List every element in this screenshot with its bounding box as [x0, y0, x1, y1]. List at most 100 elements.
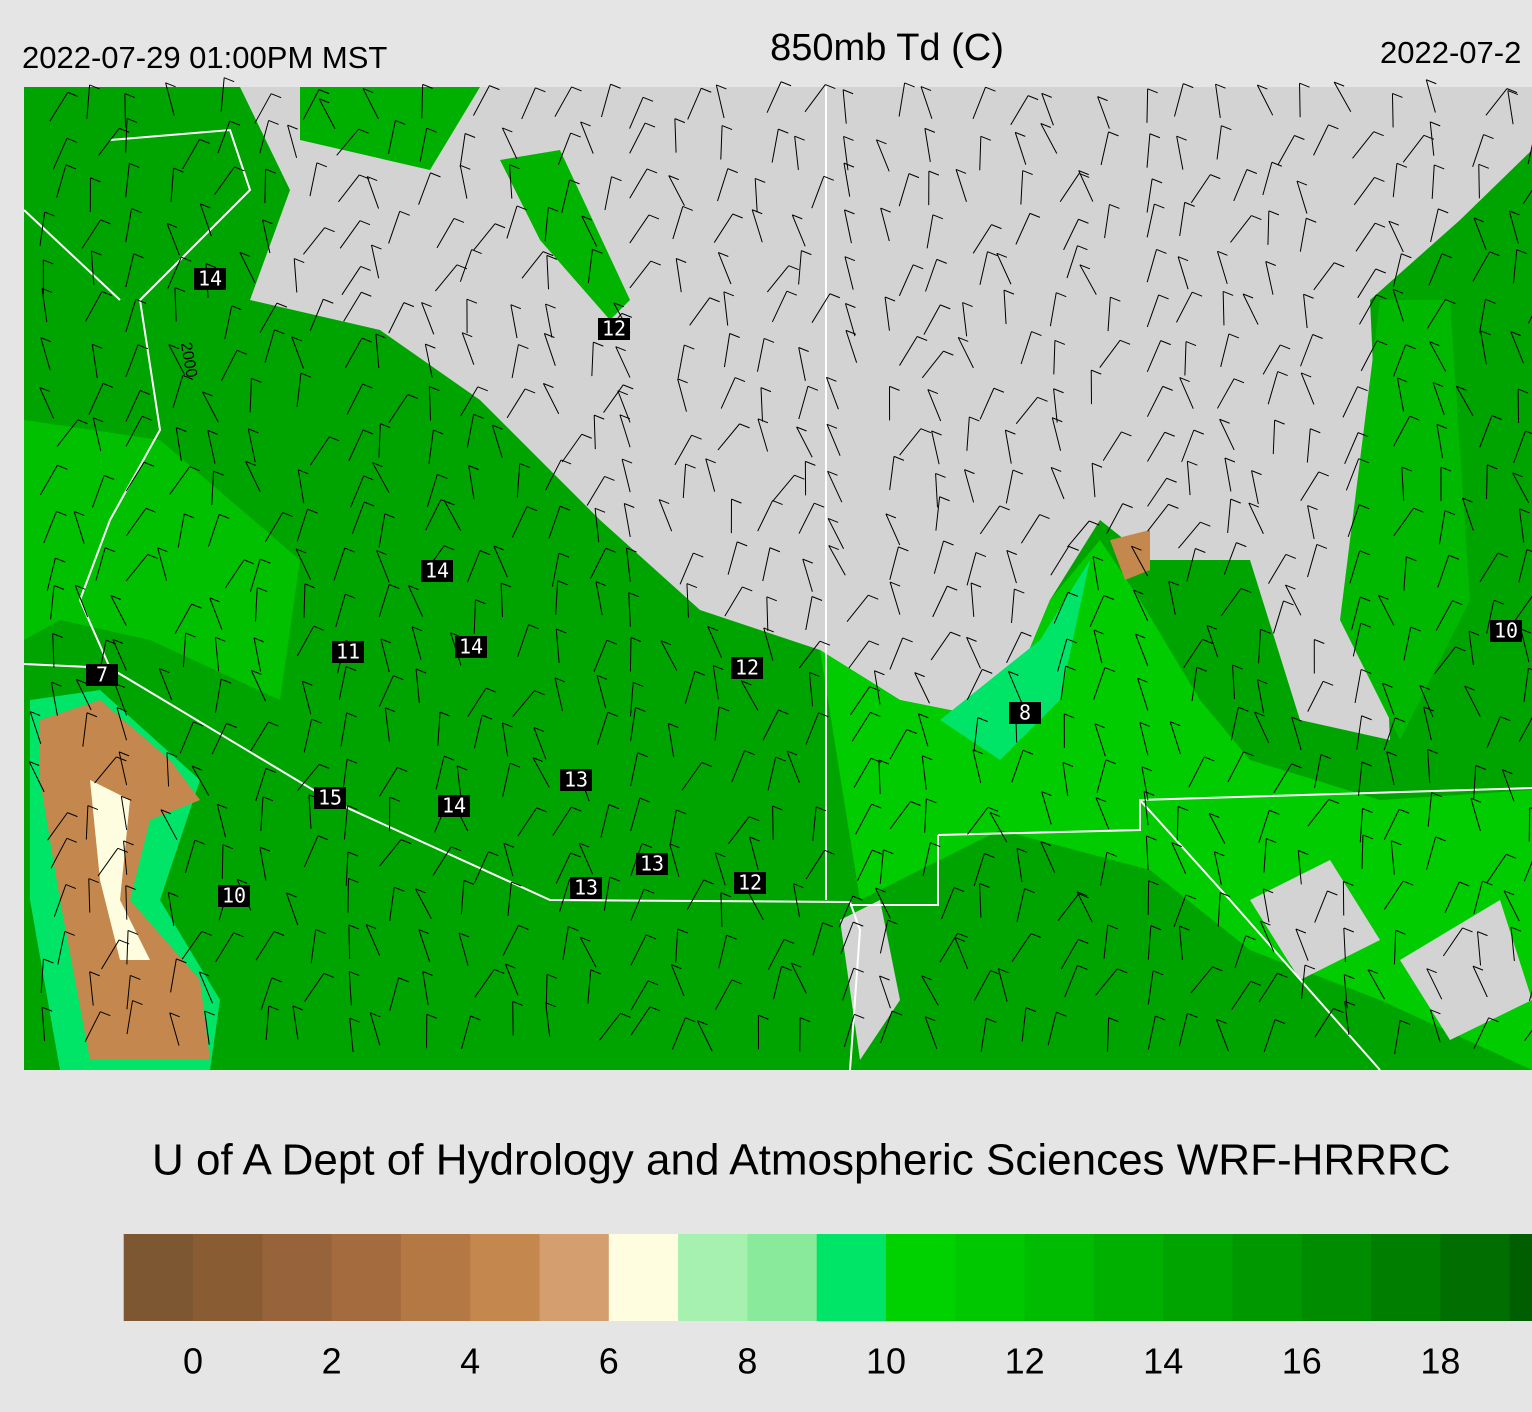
- wind-barb: [259, 120, 270, 154]
- wind-barb: [1355, 222, 1376, 252]
- wind-barb: [1104, 667, 1116, 673]
- wind-barb: [282, 512, 293, 518]
- wind-barb: [542, 383, 560, 415]
- wind-barb: [407, 585, 424, 617]
- wind-barb: [898, 264, 914, 297]
- wind-barb: [1452, 600, 1463, 606]
- wind-barb: [370, 244, 380, 279]
- wind-barb: [889, 385, 900, 391]
- wind-barb: [1145, 835, 1149, 870]
- wind-barb: [1360, 340, 1378, 372]
- wind-barb: [973, 853, 985, 887]
- wind-barb: [827, 471, 843, 503]
- wind-barb: [642, 96, 654, 102]
- wind-barb: [548, 206, 559, 212]
- wind-barb: [219, 513, 230, 519]
- wind-barb: [658, 499, 673, 532]
- wind-barb: [500, 582, 512, 588]
- wind-barb: [1393, 344, 1407, 377]
- wind-barb: [384, 513, 395, 519]
- wind-barb: [1436, 424, 1444, 458]
- wind-barb: [962, 302, 973, 308]
- wind-barb: [1262, 162, 1273, 196]
- wind-barb: [1169, 721, 1181, 727]
- wind-barb: [1303, 293, 1314, 299]
- wind-barb: [505, 963, 516, 969]
- wind-barb: [1473, 1017, 1490, 1049]
- wind-barb: [1266, 838, 1277, 844]
- wind-barb: [829, 293, 841, 299]
- wind-barb: [362, 383, 373, 389]
- wind-barb: [489, 85, 500, 91]
- wind-barb: [972, 86, 986, 119]
- wind-barb: [845, 329, 857, 335]
- wind-barb: [1027, 95, 1039, 101]
- wind-barb: [555, 628, 560, 663]
- wind-barb: [596, 675, 607, 709]
- wind-barb: [87, 805, 99, 811]
- wind-barb: [307, 508, 318, 514]
- wind-barb: [1343, 974, 1348, 1009]
- wind-barb: [790, 962, 807, 994]
- wind-barb: [346, 758, 358, 764]
- wind-barb: [1196, 666, 1207, 672]
- wind-barb: [411, 626, 423, 632]
- wind-barb: [511, 881, 522, 887]
- station-label: 14: [198, 267, 222, 291]
- wind-barb: [629, 260, 652, 289]
- wind-barb: [317, 835, 329, 841]
- wind-barb: [1353, 177, 1375, 206]
- wind-barb: [1345, 458, 1360, 491]
- wind-barb: [1508, 210, 1519, 244]
- wind-barb: [466, 414, 475, 448]
- wind-barb: [116, 707, 128, 741]
- wind-barb: [74, 585, 89, 618]
- wind-barb: [1259, 920, 1275, 953]
- wind-barb: [1191, 667, 1198, 702]
- wind-barb: [912, 264, 924, 270]
- wind-barb: [1168, 581, 1176, 615]
- wind-barb: [878, 759, 881, 794]
- wind-barb: [39, 465, 58, 496]
- wind-barb: [123, 840, 128, 875]
- wind-barb: [684, 344, 695, 350]
- wind-barb: [828, 545, 846, 576]
- wind-barb: [185, 632, 196, 638]
- wind-barb: [143, 461, 155, 467]
- wind-barb: [1150, 925, 1162, 931]
- wind-barb: [323, 972, 335, 978]
- wind-barb: [1312, 334, 1323, 339]
- wind-barb: [1095, 797, 1110, 830]
- wind-barb: [1137, 678, 1149, 711]
- wind-barb: [387, 120, 396, 154]
- wind-barb: [1265, 261, 1276, 266]
- colorbar-swatch: [1232, 1234, 1303, 1321]
- wind-barb: [1386, 751, 1395, 786]
- wind-barb: [603, 877, 611, 911]
- wind-barb: [633, 681, 644, 687]
- wind-barb: [962, 302, 968, 337]
- wind-barb: [629, 214, 650, 244]
- wind-barb: [955, 169, 967, 202]
- wind-barb: [989, 812, 1008, 843]
- wind-barb: [1265, 261, 1274, 295]
- wind-barb: [125, 118, 128, 153]
- wind-barb: [1277, 972, 1288, 978]
- wind-barb: [428, 386, 432, 421]
- wind-barb: [309, 162, 318, 197]
- wind-barb: [826, 424, 841, 456]
- wind-barb: [300, 372, 312, 378]
- dry-area: [40, 700, 210, 1060]
- wind-barb: [794, 135, 805, 141]
- wind-barb: [170, 958, 177, 993]
- wind-barb: [512, 1000, 523, 1006]
- wind-barb: [1396, 377, 1405, 412]
- wind-barb: [775, 756, 786, 762]
- wind-barb: [1442, 927, 1463, 957]
- wind-barb: [39, 211, 46, 246]
- wind-barb: [1477, 931, 1482, 966]
- wind-barb: [554, 677, 564, 712]
- station-label: 10: [222, 884, 246, 908]
- wind-barb: [216, 804, 227, 838]
- wind-barb: [1262, 888, 1274, 894]
